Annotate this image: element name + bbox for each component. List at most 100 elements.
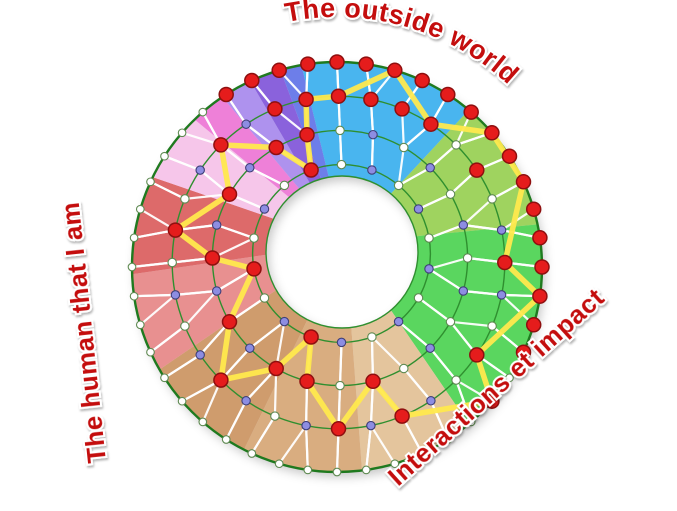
node-purple[interactable]	[496, 225, 507, 235]
node-white[interactable]	[332, 467, 342, 477]
node-white[interactable]	[180, 194, 190, 204]
highlight-node[interactable]	[484, 125, 500, 141]
sector-tan[interactable]	[243, 319, 362, 472]
node-white[interactable]	[487, 321, 497, 331]
sector-salmon[interactable]	[132, 254, 277, 370]
node-white[interactable]	[146, 347, 155, 357]
highlight-node[interactable]	[440, 86, 456, 103]
node-white[interactable]	[160, 373, 169, 383]
node-white[interactable]	[135, 320, 145, 330]
sector-light-tan[interactable]	[351, 310, 469, 471]
node-white[interactable]	[335, 125, 345, 136]
highlight-node[interactable]	[267, 101, 283, 117]
node-white[interactable]	[487, 194, 497, 204]
node-white[interactable]	[462, 253, 473, 263]
highlight-node[interactable]	[303, 162, 319, 178]
highlight-node[interactable]	[525, 201, 542, 217]
highlight-node[interactable]	[329, 54, 345, 70]
node-purple[interactable]	[195, 165, 205, 175]
node-white[interactable]	[198, 417, 208, 427]
node-white[interactable]	[505, 373, 514, 383]
highlight-node[interactable]	[532, 288, 548, 304]
highlight-node[interactable]	[525, 317, 542, 333]
highlight-node[interactable]	[330, 421, 347, 437]
node-white[interactable]	[361, 465, 371, 475]
node-white[interactable]	[127, 262, 137, 272]
highlight-node[interactable]	[394, 101, 410, 117]
highlight-node[interactable]	[358, 56, 374, 72]
node-purple[interactable]	[211, 286, 222, 296]
node-white[interactable]	[135, 204, 145, 214]
highlight-node[interactable]	[298, 91, 314, 108]
highlight-node[interactable]	[414, 72, 430, 89]
node-white[interactable]	[424, 233, 434, 243]
highlight-node[interactable]	[469, 347, 485, 363]
node-white[interactable]	[198, 107, 208, 117]
node-purple[interactable]	[496, 290, 507, 300]
node-white[interactable]	[466, 417, 476, 427]
highlight-node[interactable]	[299, 373, 315, 390]
node-white[interactable]	[399, 142, 409, 153]
node-purple[interactable]	[241, 396, 251, 406]
node-purple[interactable]	[367, 165, 377, 175]
node-white[interactable]	[274, 459, 284, 469]
node-white[interactable]	[167, 257, 177, 268]
highlight-node[interactable]	[268, 139, 284, 156]
node-purple[interactable]	[393, 316, 404, 327]
node-white[interactable]	[417, 449, 427, 458]
node-white[interactable]	[335, 380, 345, 391]
highlight-node[interactable]	[497, 254, 513, 271]
node-white[interactable]	[367, 332, 377, 342]
node-purple[interactable]	[425, 343, 435, 353]
node-white[interactable]	[221, 435, 231, 444]
node-white[interactable]	[451, 375, 461, 385]
highlight-node[interactable]	[423, 116, 439, 132]
node-purple[interactable]	[279, 316, 290, 327]
node-purple[interactable]	[245, 343, 255, 353]
highlight-node[interactable]	[221, 186, 238, 202]
node-white[interactable]	[336, 159, 347, 170]
node-purple[interactable]	[424, 264, 434, 274]
node-white[interactable]	[451, 140, 461, 150]
node-purple[interactable]	[458, 286, 469, 296]
node-white[interactable]	[390, 459, 400, 469]
highlight-node[interactable]	[515, 174, 532, 190]
node-white[interactable]	[393, 180, 404, 191]
node-white[interactable]	[279, 180, 290, 191]
node-white[interactable]	[180, 321, 190, 331]
highlight-node[interactable]	[204, 250, 221, 266]
node-white[interactable]	[249, 233, 259, 243]
node-white[interactable]	[270, 411, 280, 421]
highlight-node[interactable]	[218, 86, 234, 103]
highlight-node[interactable]	[299, 126, 315, 143]
highlight-node[interactable]	[213, 372, 229, 388]
node-white[interactable]	[129, 233, 139, 243]
node-white[interactable]	[129, 291, 139, 301]
node-white[interactable]	[445, 317, 456, 327]
highlight-node[interactable]	[244, 72, 260, 89]
node-white[interactable]	[399, 363, 409, 374]
highlight-node[interactable]	[221, 314, 238, 330]
node-white[interactable]	[177, 128, 187, 138]
node-white[interactable]	[259, 293, 270, 303]
highlight-node[interactable]	[330, 88, 347, 104]
node-white[interactable]	[247, 449, 257, 458]
highlight-node[interactable]	[363, 91, 379, 108]
highlight-node[interactable]	[394, 408, 410, 424]
sector-lavender[interactable]	[222, 81, 310, 189]
node-purple[interactable]	[301, 420, 311, 431]
highlight-node[interactable]	[167, 222, 184, 238]
node-white[interactable]	[443, 435, 453, 444]
node-purple[interactable]	[368, 129, 378, 140]
sector-dark-tan[interactable]	[159, 290, 308, 450]
node-purple[interactable]	[245, 163, 255, 173]
node-white[interactable]	[303, 465, 313, 475]
node-white[interactable]	[445, 189, 456, 199]
node-purple[interactable]	[170, 290, 181, 300]
highlight-node[interactable]	[213, 137, 229, 153]
node-purple[interactable]	[195, 350, 205, 360]
highlight-node[interactable]	[246, 261, 262, 277]
node-white[interactable]	[177, 396, 187, 406]
highlight-node[interactable]	[300, 56, 316, 72]
node-purple[interactable]	[241, 119, 251, 129]
